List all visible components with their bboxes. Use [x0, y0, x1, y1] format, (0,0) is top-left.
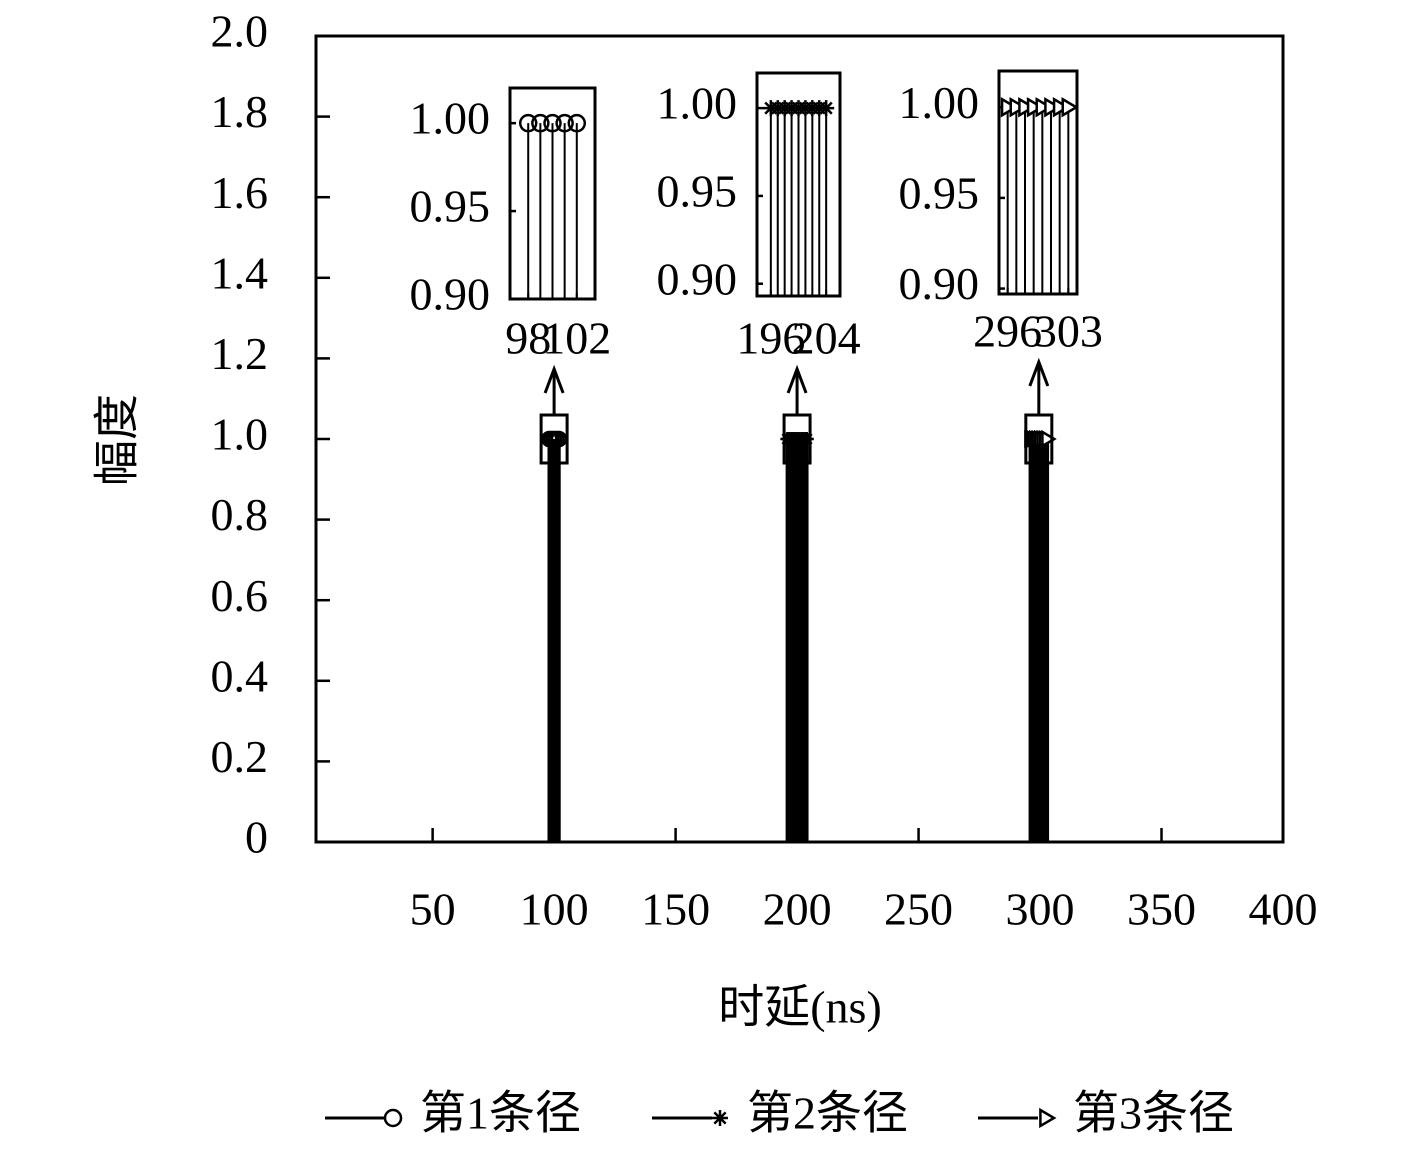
zoom-arrow-head — [1028, 357, 1050, 387]
marker — [1061, 97, 1079, 118]
marker — [518, 113, 538, 133]
marker — [1044, 97, 1062, 118]
x-tick-label: 296 — [973, 306, 1042, 357]
y-tick-label: 0.90 — [410, 269, 491, 320]
y-tick-label: 1.00 — [410, 93, 491, 144]
y-tick-label: 0.8 — [211, 489, 269, 540]
y-tick-label: 0.90 — [899, 258, 980, 309]
x-tick-label: 98 — [505, 313, 551, 364]
x-tick-label: 200 — [763, 884, 832, 935]
x-tick-label: 204 — [792, 313, 861, 364]
legend-marker — [383, 1108, 403, 1128]
zoom-arrow-head — [543, 364, 565, 394]
y-tick-label: 0.95 — [410, 181, 491, 232]
marker — [1018, 97, 1036, 118]
x-tick-label: 150 — [641, 884, 710, 935]
x-tick-label: 303 — [1034, 306, 1103, 357]
x-tick-label: 196 — [736, 313, 805, 364]
marker — [1041, 429, 1057, 449]
x-tick-label: 300 — [1006, 884, 1075, 935]
legend-marker — [1039, 1107, 1057, 1129]
marker — [818, 100, 835, 117]
y-tick-label: 1.6 — [211, 167, 269, 218]
marker — [1009, 97, 1027, 118]
y-tick-label: 2.0 — [211, 6, 269, 57]
marker — [1000, 97, 1019, 118]
marker — [799, 432, 814, 446]
y-tick-label: 1.00 — [899, 77, 980, 128]
y-tick-label: 0.4 — [211, 650, 269, 701]
x-tick-label: 100 — [520, 884, 589, 935]
marker — [555, 113, 574, 133]
marker — [1052, 97, 1071, 118]
legend-label: 第1条径 — [420, 1088, 581, 1139]
y-tick-label: 1.4 — [211, 247, 269, 298]
marker — [531, 113, 550, 133]
x-tick-label: 400 — [1249, 884, 1318, 935]
marker — [567, 113, 587, 133]
y-tick-label: 1.00 — [657, 78, 738, 129]
y-tick-label: 1.2 — [211, 328, 269, 379]
y-tick-label: 1.8 — [211, 86, 269, 137]
y-axis-label: 幅度 — [92, 394, 143, 486]
marker — [1035, 97, 1053, 118]
x-tick-label: 350 — [1127, 884, 1196, 935]
zoom-arrow-head — [786, 364, 808, 394]
marker — [1026, 97, 1045, 118]
marker — [543, 113, 562, 133]
y-tick-label: 1.0 — [211, 409, 269, 460]
x-tick-label: 50 — [410, 884, 456, 935]
y-tick-label: 0 — [245, 812, 268, 863]
y-tick-label: 0.2 — [211, 731, 269, 782]
legend-label: 第2条径 — [747, 1088, 908, 1139]
y-tick-label: 0.95 — [899, 167, 980, 218]
x-tick-label: 250 — [884, 884, 953, 935]
x-axis-label: 时延(ns) — [718, 982, 882, 1033]
legend-marker — [712, 1110, 728, 1126]
x-tick-label: 102 — [542, 313, 611, 364]
y-tick-label: 0.6 — [211, 570, 269, 621]
y-tick-label: 0.90 — [657, 253, 738, 304]
legend-label: 第3条径 — [1073, 1088, 1234, 1139]
y-tick-label: 0.95 — [657, 165, 738, 216]
